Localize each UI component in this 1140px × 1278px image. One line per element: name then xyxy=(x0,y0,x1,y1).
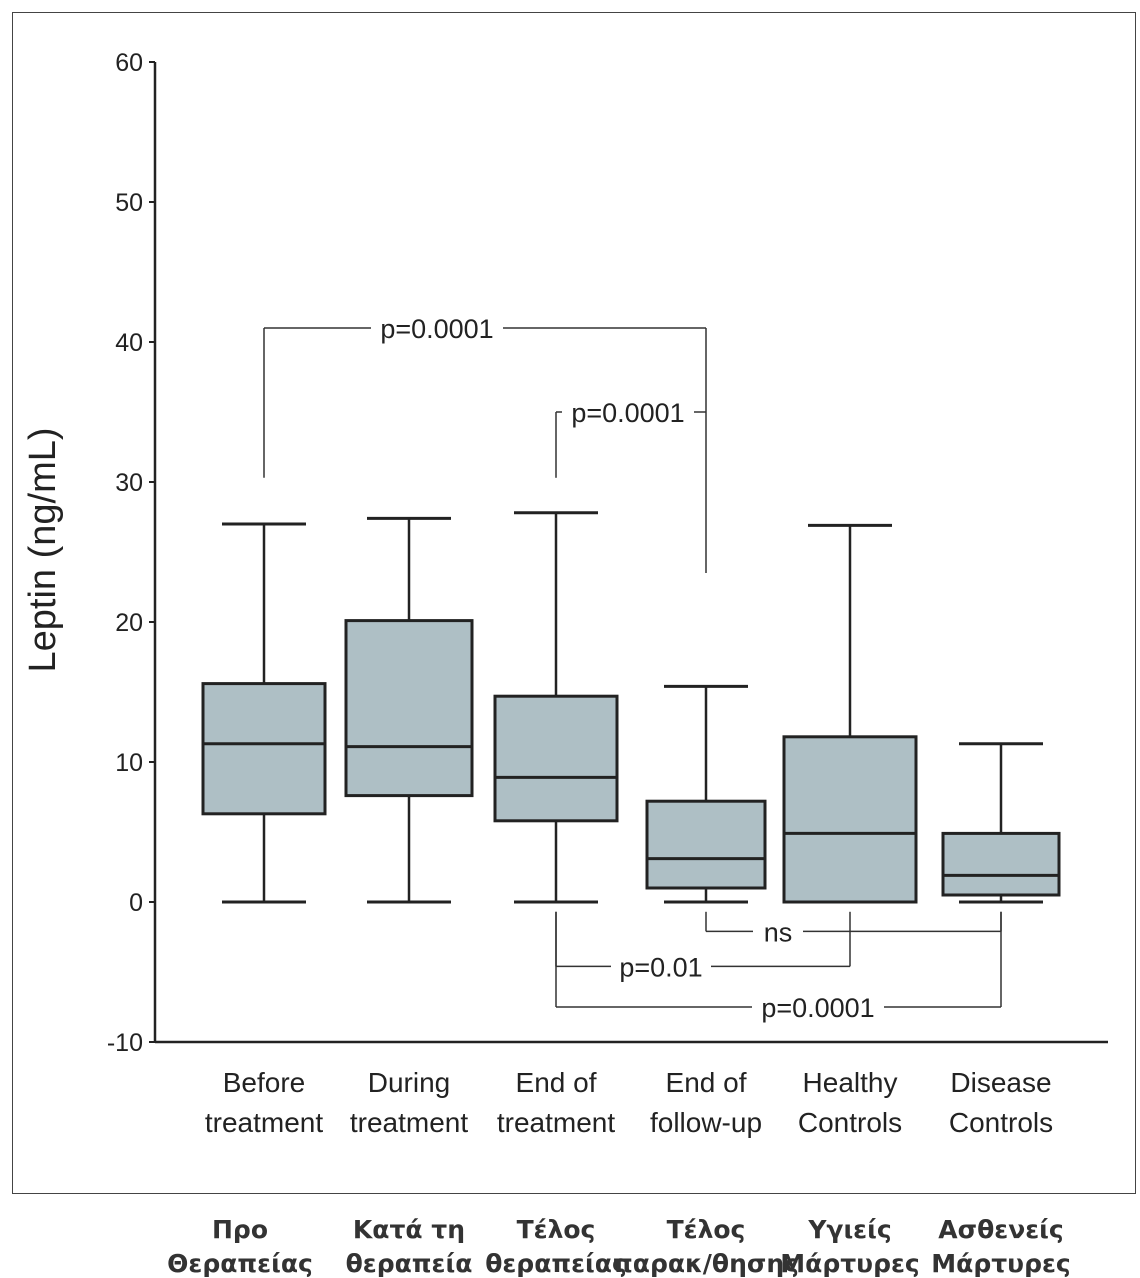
p-value-label: ns xyxy=(764,917,793,947)
y-tick-label: 30 xyxy=(115,469,143,497)
greek-category-label: παρακ/θησης xyxy=(613,1249,799,1278)
box-4 xyxy=(645,684,767,904)
y-tick-label: -10 xyxy=(107,1029,143,1057)
chart-frame xyxy=(12,12,1136,1194)
greek-category-label: Μάρτυρες xyxy=(780,1249,919,1278)
iqr-box xyxy=(201,682,327,816)
box-2 xyxy=(344,516,474,904)
p-value-label: p=0.01 xyxy=(619,952,702,982)
x-category-label: Before xyxy=(223,1067,306,1098)
greek-category-label: Προ xyxy=(212,1215,268,1244)
x-category-label: End of xyxy=(666,1067,747,1098)
category-labels: Before treatment Προ Θεραπείας During treatme… xyxy=(167,1067,1071,1278)
x-category-label: treatment xyxy=(205,1107,323,1138)
x-category-label: follow-up xyxy=(650,1107,762,1138)
iqr-box xyxy=(493,694,619,823)
significance-bracket: ns xyxy=(705,911,1002,947)
category-4: End of follow-up Τέλος παρακ/θησης xyxy=(613,1067,799,1278)
category-6: Disease Controls Ασθενείς Μάρτυρες xyxy=(931,1067,1070,1278)
x-category-label: treatment xyxy=(350,1107,468,1138)
greek-category-label: Τέλος xyxy=(667,1215,746,1244)
p-value-label: p=0.0001 xyxy=(380,314,493,344)
p-value-label: p=0.0001 xyxy=(571,398,684,428)
y-tick-label: 10 xyxy=(115,749,143,777)
significance-bracket: p=0.0001 xyxy=(555,911,1002,1023)
greek-category-label: Μάρτυρες xyxy=(931,1249,1070,1278)
iqr-box xyxy=(344,619,474,798)
significance-bracket: p=0.0001 xyxy=(263,314,707,573)
y-tick-label: 50 xyxy=(115,189,143,217)
y-tick-label: 0 xyxy=(129,889,143,917)
box-5 xyxy=(782,523,918,904)
category-3: End of treatment Τέλος θεραπείας xyxy=(485,1067,627,1278)
axes: -10 0 10 20 30 40 50 60 xyxy=(107,49,1108,1057)
category-1: Before treatment Προ Θεραπείας xyxy=(167,1067,323,1278)
box-6 xyxy=(941,742,1061,904)
significance-annotations: p=0.0001 p=0.0001 ns p=0.01 p=0.0001 xyxy=(263,314,1002,1023)
boxes xyxy=(201,511,1061,904)
greek-category-label: Τέλος xyxy=(517,1215,596,1244)
x-category-label: Controls xyxy=(798,1107,902,1138)
greek-category-label: Κατά τη xyxy=(353,1215,465,1244)
iqr-box xyxy=(941,831,1061,897)
significance-bracket: p=0.0001 xyxy=(555,398,706,478)
y-tick-label: 20 xyxy=(115,609,143,637)
greek-category-label: θεραπείας xyxy=(485,1249,627,1278)
y-tick-label: 60 xyxy=(115,49,143,77)
y-axis-label: Leptin (ng/mL) xyxy=(22,427,64,672)
y-tick-label: 40 xyxy=(115,329,143,357)
x-category-label: End of xyxy=(516,1067,597,1098)
x-category-label: During xyxy=(368,1067,450,1098)
iqr-box xyxy=(782,735,918,904)
category-2: During treatment Κατά τη θεραπεία xyxy=(346,1067,473,1278)
significance-bracket: p=0.01 xyxy=(555,911,851,982)
iqr-box xyxy=(645,799,767,890)
x-category-label: Disease xyxy=(950,1067,1051,1098)
greek-category-label: Θεραπείας xyxy=(167,1249,313,1278)
box-3 xyxy=(493,511,619,904)
category-5: Healthy Controls Υγιείς Μάρτυρες xyxy=(780,1067,919,1278)
x-category-label: Controls xyxy=(949,1107,1053,1138)
x-category-label: treatment xyxy=(497,1107,615,1138)
box-1 xyxy=(201,522,327,904)
p-value-label: p=0.0001 xyxy=(761,993,874,1023)
greek-category-label: θεραπεία xyxy=(346,1249,473,1278)
x-category-label: Healthy xyxy=(803,1067,898,1098)
greek-category-label: Ασθενείς xyxy=(938,1215,1063,1244)
greek-category-label: Υγιείς xyxy=(807,1215,891,1244)
